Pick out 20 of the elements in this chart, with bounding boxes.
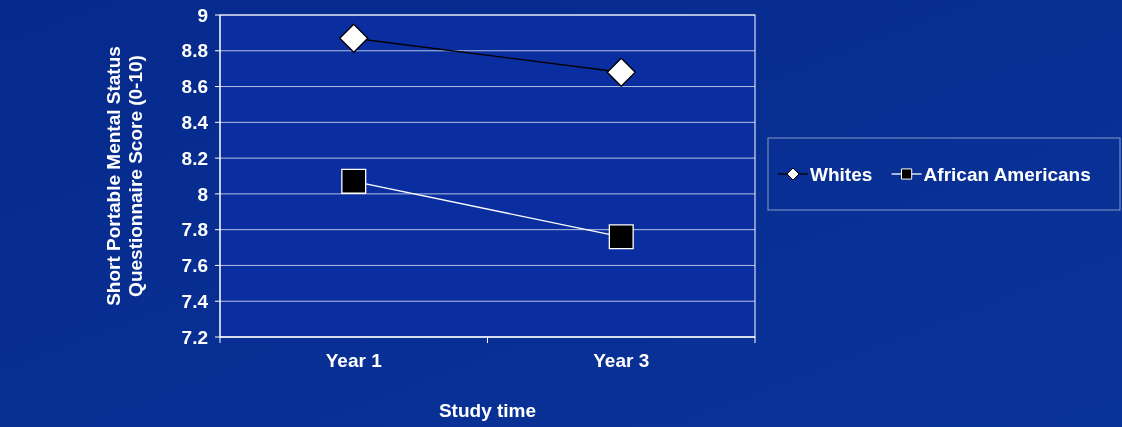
- y-tick-label: 8.2: [181, 147, 208, 169]
- point: [608, 224, 634, 250]
- point: [339, 23, 369, 53]
- x-tick-label: Year 1: [325, 350, 383, 371]
- legend-label: Whites: [810, 163, 873, 185]
- y-tick-label: 8.4: [181, 111, 209, 133]
- y-tick-label: 8.8: [181, 40, 208, 62]
- x-axis-title: Study time: [438, 400, 537, 421]
- y-tick-label: 8: [197, 183, 208, 205]
- y-tick-label: 7.2: [181, 326, 208, 348]
- y-tick-label: 7.4: [181, 290, 209, 312]
- y-tick-label: 7.8: [181, 219, 208, 241]
- y-tick-label: 7.6: [181, 255, 208, 277]
- point: [341, 168, 367, 194]
- y-tick-label: 9: [197, 4, 208, 26]
- x-tick-label: Year 3: [593, 350, 650, 371]
- point: [606, 57, 636, 87]
- y-axis-title: Short Portable Mental Status Questionnaire Score (0-10): [103, 46, 146, 306]
- y-tick-label: 8.6: [181, 76, 208, 98]
- legend-label: African Americans: [923, 163, 1091, 185]
